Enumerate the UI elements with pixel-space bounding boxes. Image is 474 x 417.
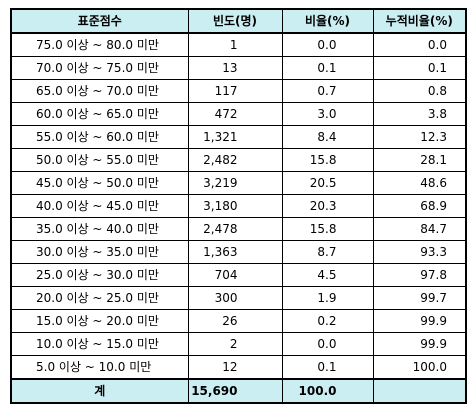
table-row: 75.0 이상 ~ 80.0 미만 1 0.0 0.0 [10, 32, 467, 57]
cumulative-ratio-cell: 3.8 [372, 102, 467, 126]
frequency-cell: 1,363 [187, 240, 283, 264]
frequency-cell: 1 [187, 32, 283, 57]
frequency-cell: 3,180 [187, 194, 283, 218]
cumulative-ratio-cell: 97.8 [372, 263, 467, 287]
score-range-cell: 5.0 이상 ~ 10.0 미만 [10, 355, 189, 380]
table-row: 50.0 이상 ~ 55.0 미만 2,482 15.8 28.1 [10, 148, 467, 172]
table-body: 75.0 이상 ~ 80.0 미만 1 0.0 0.0 70.0 이상 ~ 75.0 미… [10, 32, 467, 380]
score-range-cell: 55.0 이상 ~ 60.0 미만 [10, 125, 189, 149]
frequency-cell: 300 [187, 286, 283, 310]
frequency-cell: 12 [187, 355, 283, 380]
table-row: 40.0 이상 ~ 45.0 미만 3,180 20.3 68.9 [10, 194, 467, 218]
header-ratio: 비율(%) [281, 8, 374, 34]
frequency-cell: 2 [187, 332, 283, 356]
score-range-cell: 25.0 이상 ~ 30.0 미만 [10, 263, 189, 287]
frequency-cell: 2,482 [187, 148, 283, 172]
cumulative-ratio-cell: 28.1 [372, 148, 467, 172]
total-label: 계 [10, 378, 189, 404]
score-range-cell: 50.0 이상 ~ 55.0 미만 [10, 148, 189, 172]
total-frequency: 15,690 [187, 378, 283, 404]
cumulative-ratio-cell: 48.6 [372, 171, 467, 195]
ratio-cell: 15.8 [281, 148, 374, 172]
frequency-cell: 117 [187, 79, 283, 103]
cumulative-ratio-cell: 0.8 [372, 79, 467, 103]
ratio-cell: 15.8 [281, 217, 374, 241]
table-row: 35.0 이상 ~ 40.0 미만 2,478 15.8 84.7 [10, 217, 467, 241]
table-row: 70.0 이상 ~ 75.0 미만 13 0.1 0.1 [10, 56, 467, 80]
cumulative-ratio-cell: 93.3 [372, 240, 467, 264]
table-footer: 계 15,690 100.0 [10, 378, 467, 404]
score-range-cell: 10.0 이상 ~ 15.0 미만 [10, 332, 189, 356]
score-distribution-container: 표준점수 빈도(명) 비율(%) 누적비율(%) 75.0 이상 ~ 80.0 … [10, 8, 467, 408]
score-distribution-table: 표준점수 빈도(명) 비율(%) 누적비율(%) 75.0 이상 ~ 80.0 … [10, 8, 467, 404]
ratio-cell: 20.5 [281, 171, 374, 195]
frequency-cell: 1,321 [187, 125, 283, 149]
ratio-cell: 8.4 [281, 125, 374, 149]
frequency-cell: 26 [187, 309, 283, 333]
frequency-cell: 472 [187, 102, 283, 126]
score-range-cell: 15.0 이상 ~ 20.0 미만 [10, 309, 189, 333]
frequency-cell: 3,219 [187, 171, 283, 195]
header-row: 표준점수 빈도(명) 비율(%) 누적비율(%) [10, 8, 467, 34]
ratio-cell: 8.7 [281, 240, 374, 264]
header-standard-score: 표준점수 [10, 8, 189, 34]
score-range-cell: 35.0 이상 ~ 40.0 미만 [10, 217, 189, 241]
frequency-cell: 13 [187, 56, 283, 80]
cumulative-ratio-cell: 0.0 [372, 32, 467, 57]
score-range-cell: 20.0 이상 ~ 25.0 미만 [10, 286, 189, 310]
ratio-cell: 0.2 [281, 309, 374, 333]
ratio-cell: 0.0 [281, 32, 374, 57]
ratio-cell: 3.0 [281, 102, 374, 126]
score-range-cell: 65.0 이상 ~ 70.0 미만 [10, 79, 189, 103]
score-range-cell: 40.0 이상 ~ 45.0 미만 [10, 194, 189, 218]
table-row: 25.0 이상 ~ 30.0 미만 704 4.5 97.8 [10, 263, 467, 287]
table-row: 45.0 이상 ~ 50.0 미만 3,219 20.5 48.6 [10, 171, 467, 195]
cumulative-ratio-cell: 84.7 [372, 217, 467, 241]
table-row: 65.0 이상 ~ 70.0 미만 117 0.7 0.8 [10, 79, 467, 103]
cumulative-ratio-cell: 0.1 [372, 56, 467, 80]
cumulative-ratio-cell: 100.0 [372, 355, 467, 380]
total-ratio: 100.0 [281, 378, 374, 404]
cumulative-ratio-cell: 99.7 [372, 286, 467, 310]
score-range-cell: 60.0 이상 ~ 65.0 미만 [10, 102, 189, 126]
table-row: 60.0 이상 ~ 65.0 미만 472 3.0 3.8 [10, 102, 467, 126]
table-row: 20.0 이상 ~ 25.0 미만 300 1.9 99.7 [10, 286, 467, 310]
score-range-cell: 30.0 이상 ~ 35.0 미만 [10, 240, 189, 264]
ratio-cell: 1.9 [281, 286, 374, 310]
ratio-cell: 20.3 [281, 194, 374, 218]
ratio-cell: 0.7 [281, 79, 374, 103]
table-row: 55.0 이상 ~ 60.0 미만 1,321 8.4 12.3 [10, 125, 467, 149]
table-header: 표준점수 빈도(명) 비율(%) 누적비율(%) [10, 8, 467, 34]
table-row: 5.0 이상 ~ 10.0 미만 12 0.1 100.0 [10, 355, 467, 380]
header-frequency: 빈도(명) [187, 8, 283, 34]
frequency-cell: 704 [187, 263, 283, 287]
table-row: 15.0 이상 ~ 20.0 미만 26 0.2 99.9 [10, 309, 467, 333]
score-range-cell: 75.0 이상 ~ 80.0 미만 [10, 32, 189, 57]
total-cumulative-ratio [372, 378, 467, 404]
cumulative-ratio-cell: 12.3 [372, 125, 467, 149]
table-row: 10.0 이상 ~ 15.0 미만 2 0.0 99.9 [10, 332, 467, 356]
cumulative-ratio-cell: 99.9 [372, 332, 467, 356]
frequency-cell: 2,478 [187, 217, 283, 241]
ratio-cell: 0.1 [281, 56, 374, 80]
ratio-cell: 0.1 [281, 355, 374, 380]
score-range-cell: 45.0 이상 ~ 50.0 미만 [10, 171, 189, 195]
ratio-cell: 4.5 [281, 263, 374, 287]
table-row: 30.0 이상 ~ 35.0 미만 1,363 8.7 93.3 [10, 240, 467, 264]
header-cumulative-ratio: 누적비율(%) [372, 8, 467, 34]
ratio-cell: 0.0 [281, 332, 374, 356]
score-range-cell: 70.0 이상 ~ 75.0 미만 [10, 56, 189, 80]
cumulative-ratio-cell: 99.9 [372, 309, 467, 333]
cumulative-ratio-cell: 68.9 [372, 194, 467, 218]
total-row: 계 15,690 100.0 [10, 378, 467, 404]
